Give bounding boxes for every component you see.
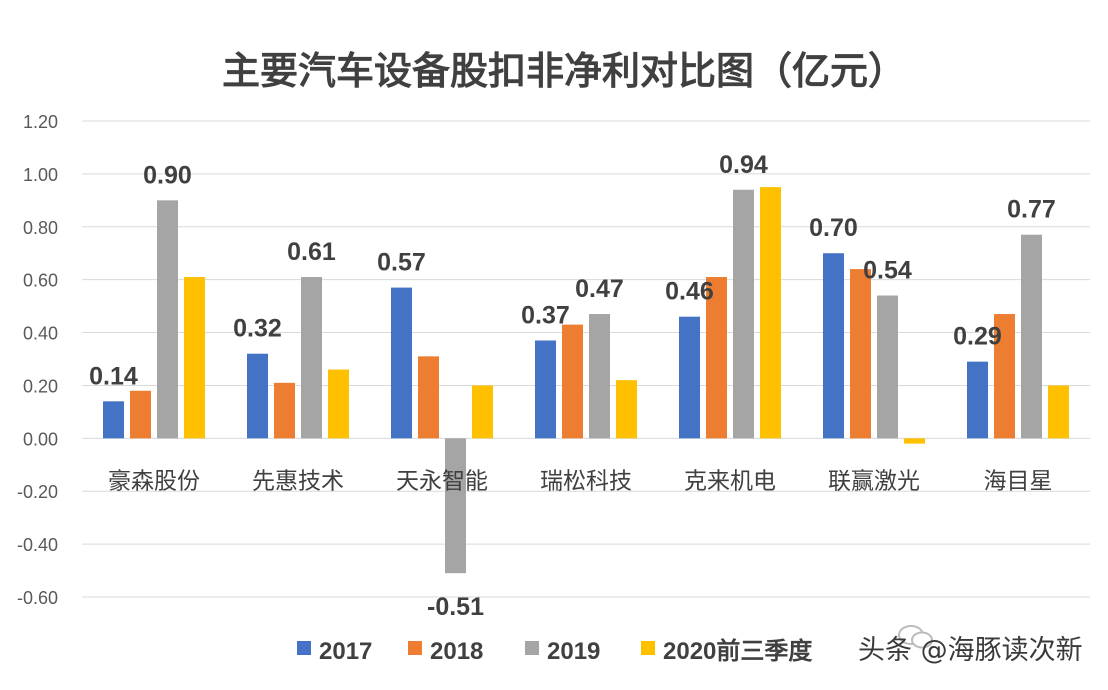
data-label: 0.57 <box>377 249 426 277</box>
data-label: 0.94 <box>719 151 768 179</box>
x-category-label: 联赢激光 <box>828 468 920 494</box>
bar-2019 <box>445 438 466 574</box>
data-label: 0.77 <box>1007 196 1056 224</box>
x-category-label: 天永智能 <box>396 468 488 494</box>
x-category-label: 先惠技术 <box>252 468 344 494</box>
watermark-text: 头条 @海豚读次新 <box>858 635 1083 666</box>
legend-label: 2017 <box>319 638 372 665</box>
bar-2019 <box>301 277 322 439</box>
legend-swatch-2018 <box>408 641 422 655</box>
bar-2017 <box>535 340 556 439</box>
y-tick-label: 1.20 <box>23 112 58 132</box>
bar-2020前三季度 <box>760 187 781 439</box>
data-label: 0.90 <box>143 161 192 189</box>
bar-2020前三季度 <box>616 380 637 439</box>
bar-2017 <box>679 316 700 439</box>
legend-label: 2018 <box>430 638 483 665</box>
bar-2019 <box>1021 234 1042 439</box>
bar-2020前三季度 <box>472 385 493 439</box>
bar-2018 <box>850 269 871 439</box>
data-label: 0.47 <box>575 275 624 303</box>
legend-swatch-2019 <box>525 641 539 655</box>
legend-label: 2019 <box>547 638 600 665</box>
bar-2019 <box>589 314 610 439</box>
data-label: 0.37 <box>521 301 570 329</box>
x-category-label: 海目星 <box>984 468 1053 494</box>
bar-2018 <box>130 390 151 439</box>
y-tick-label: 1.00 <box>23 165 58 185</box>
y-tick-label: -0.60 <box>17 588 58 608</box>
x-category-label: 瑞松科技 <box>540 468 632 494</box>
x-category-label: 豪森股份 <box>108 468 200 494</box>
bar-2019 <box>733 189 754 439</box>
data-label: 0.54 <box>863 257 912 285</box>
y-tick-label: 0.20 <box>23 376 58 396</box>
y-tick-label: 0.80 <box>23 218 58 238</box>
y-tick-label: 0.00 <box>23 429 58 449</box>
bar-2019 <box>877 295 898 439</box>
bar-2017 <box>823 253 844 439</box>
data-label: 0.46 <box>665 278 714 306</box>
data-label: 0.61 <box>287 238 336 266</box>
bar-2017 <box>103 401 124 439</box>
bar-2020前三季度 <box>904 438 925 444</box>
legend-swatch-2017 <box>297 641 311 655</box>
x-category-label: 克来机电 <box>684 468 776 494</box>
y-tick-label: -0.20 <box>17 482 58 502</box>
data-label: -0.51 <box>427 593 484 621</box>
data-label: 0.70 <box>809 214 858 242</box>
bar-2018 <box>418 356 439 439</box>
data-label: 0.29 <box>953 323 1002 351</box>
bar-2018 <box>994 314 1015 439</box>
bar-2017 <box>391 287 412 439</box>
bar-2018 <box>706 277 727 439</box>
bar-2018 <box>562 324 583 439</box>
bar-2017 <box>247 353 268 439</box>
legend-swatch-2020前三季度 <box>641 641 655 655</box>
bar-2019 <box>157 200 178 439</box>
data-label: 0.14 <box>89 362 138 390</box>
wechat-logo-icon <box>898 625 933 649</box>
y-tick-label: -0.40 <box>17 535 58 555</box>
chart-title: 主要汽车设备股扣非净利对比图（亿元） <box>222 49 906 93</box>
bar-2017 <box>967 361 988 439</box>
y-tick-label: 0.60 <box>23 271 58 291</box>
data-label: 0.32 <box>233 315 282 343</box>
bar-2018 <box>274 382 295 439</box>
bar-2020前三季度 <box>184 277 205 439</box>
legend-label: 2020前三季度 <box>663 637 813 665</box>
y-tick-label: 0.40 <box>23 324 58 344</box>
bar-2020前三季度 <box>1048 385 1069 439</box>
bar-2020前三季度 <box>328 369 349 439</box>
